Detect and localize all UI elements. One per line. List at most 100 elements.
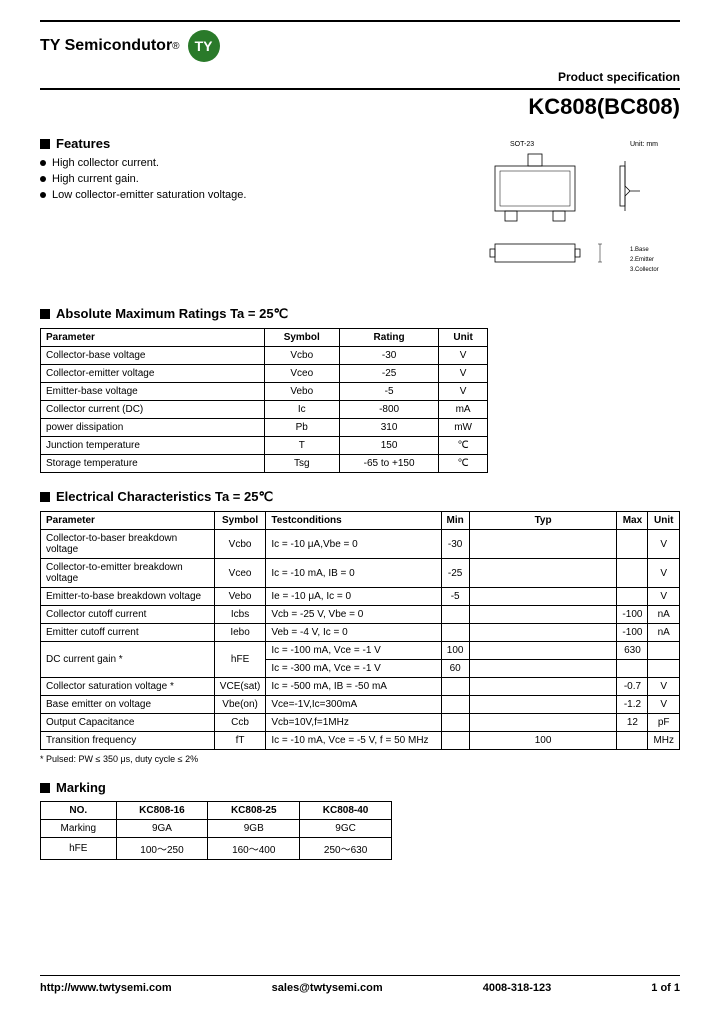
- footer-page: 1 of 1: [651, 982, 680, 994]
- table-cell: [441, 606, 469, 624]
- table-cell: Base emitter on voltage: [41, 696, 215, 714]
- table-row: Base emitter on voltageVbe(on)Vce=-1V,Ic…: [41, 696, 680, 714]
- table-cell: [469, 678, 617, 696]
- table-cell: 630: [617, 642, 648, 660]
- table-cell: Veb = -4 V, Ic = 0: [266, 624, 441, 642]
- table-header-cell: Parameter: [41, 512, 215, 530]
- table-cell: [469, 530, 617, 559]
- table-cell: Ic: [264, 401, 340, 419]
- table-row: Emitter cutoff currentIeboVeb = -4 V, Ic…: [41, 624, 680, 642]
- table-cell: 12: [617, 714, 648, 732]
- table-cell: 9GC: [300, 820, 392, 838]
- table-header-cell: Parameter: [41, 329, 265, 347]
- marking-title: Marking: [40, 780, 680, 795]
- table-cell: V: [648, 588, 680, 606]
- table-cell: 100: [469, 732, 617, 750]
- table-cell: Ic = -300 mA, Vce = -1 V: [266, 660, 441, 678]
- table-cell: Output Capacitance: [41, 714, 215, 732]
- table-cell: Collector cutoff current: [41, 606, 215, 624]
- table-cell: [469, 559, 617, 588]
- table-cell: [441, 714, 469, 732]
- table-cell: hFE: [214, 642, 266, 678]
- table-cell: ℃: [439, 455, 488, 473]
- table-cell: Collector-base voltage: [41, 347, 265, 365]
- features-title: Features: [40, 136, 392, 151]
- table-row: Marking9GA9GB9GC: [41, 820, 392, 838]
- table-cell: MHz: [648, 732, 680, 750]
- table-cell: Vceo: [264, 365, 340, 383]
- table-cell: [469, 696, 617, 714]
- table-header-cell: Unit: [648, 512, 680, 530]
- table-header-cell: Rating: [340, 329, 439, 347]
- table-cell: Vcb=10V,f=1MHz: [266, 714, 441, 732]
- table-cell: pF: [648, 714, 680, 732]
- table-header-cell: Unit: [439, 329, 488, 347]
- footer-email: sales@twtysemi.com: [272, 982, 383, 994]
- table-header-cell: KC808-16: [116, 802, 208, 820]
- elec-char-table: ParameterSymbolTestconditionsMinTypMaxUn…: [40, 511, 680, 750]
- table-row: Output CapacitanceCcbVcb=10V,f=1MHz 12pF: [41, 714, 680, 732]
- table-cell: -25: [441, 559, 469, 588]
- table-cell: Collector-to-baser breakdown voltage: [41, 530, 215, 559]
- table-cell: [469, 606, 617, 624]
- table-cell: Ic = -10 mA, Vce = -5 V, f = 50 MHz: [266, 732, 441, 750]
- svg-text:3.Collector: 3.Collector: [630, 267, 659, 273]
- table-cell: [469, 588, 617, 606]
- table-cell: -30: [441, 530, 469, 559]
- table-cell: V: [648, 559, 680, 588]
- table-cell: DC current gain *: [41, 642, 215, 678]
- table-cell: Tsg: [264, 455, 340, 473]
- table-cell: ℃: [439, 437, 488, 455]
- table-cell: VCE(sat): [214, 678, 266, 696]
- table-cell: fT: [214, 732, 266, 750]
- table-cell: [617, 559, 648, 588]
- table-cell: [469, 714, 617, 732]
- table-row: Collector-emitter voltageVceo-25V: [41, 365, 488, 383]
- table-cell: Vebo: [264, 383, 340, 401]
- table-cell: Emitter cutoff current: [41, 624, 215, 642]
- table-cell: 9GA: [116, 820, 208, 838]
- table-row: Storage temperatureTsg-65 to +150℃: [41, 455, 488, 473]
- abs-max-table: ParameterSymbolRatingUnit Collector-base…: [40, 328, 488, 473]
- table-cell: -0.7: [617, 678, 648, 696]
- table-row: DC current gain *hFEIc = -100 mA, Vce = …: [41, 642, 680, 660]
- table-cell: -100: [617, 624, 648, 642]
- table-cell: [441, 678, 469, 696]
- table-header-cell: Testconditions: [266, 512, 441, 530]
- table-cell: V: [439, 347, 488, 365]
- feature-item: High collector current.: [40, 157, 392, 169]
- table-cell: Emitter-base voltage: [41, 383, 265, 401]
- table-cell: Vceo: [214, 559, 266, 588]
- table-cell: Ie = -10 μA, Ic = 0: [266, 588, 441, 606]
- features-block: Features High collector current. High cu…: [40, 136, 392, 286]
- table-cell: Vce=-1V,Ic=300mA: [266, 696, 441, 714]
- table-cell: 150: [340, 437, 439, 455]
- table-cell: Collector-emitter voltage: [41, 365, 265, 383]
- table-row: hFE100～250160～400250～630: [41, 838, 392, 860]
- table-cell: [617, 530, 648, 559]
- table-cell: [648, 660, 680, 678]
- footer: http://www.twtysemi.com sales@twtysemi.c…: [40, 975, 680, 994]
- table-cell: Ccb: [214, 714, 266, 732]
- table-cell: nA: [648, 624, 680, 642]
- feature-item: High current gain.: [40, 173, 392, 185]
- table-row: Collector-to-emitter breakdown voltageVc…: [41, 559, 680, 588]
- table-cell: Vcb = -25 V, Vbe = 0: [266, 606, 441, 624]
- table-row: Collector cutoff currentIcbsVcb = -25 V,…: [41, 606, 680, 624]
- table-cell: Marking: [41, 820, 117, 838]
- package-diagram: SOT-23 Unit: mm 1.Base 2.Emitter 3.Colle…: [480, 136, 680, 286]
- table-cell: Junction temperature: [41, 437, 265, 455]
- table-cell: Vbe(on): [214, 696, 266, 714]
- table-cell: [469, 660, 617, 678]
- table-cell: mA: [439, 401, 488, 419]
- table-cell: 250～630: [300, 838, 392, 860]
- table-row: Junction temperatureT150℃: [41, 437, 488, 455]
- table-cell: Ic = -500 mA, IB = -50 mA: [266, 678, 441, 696]
- table-cell: power dissipation: [41, 419, 265, 437]
- table-header-cell: Symbol: [214, 512, 266, 530]
- table-cell: 100～250: [116, 838, 208, 860]
- table-row: Collector current (DC)Ic-800mA: [41, 401, 488, 419]
- table-cell: 160～400: [208, 838, 300, 860]
- footer-url: http://www.twtysemi.com: [40, 982, 172, 994]
- table-cell: nA: [648, 606, 680, 624]
